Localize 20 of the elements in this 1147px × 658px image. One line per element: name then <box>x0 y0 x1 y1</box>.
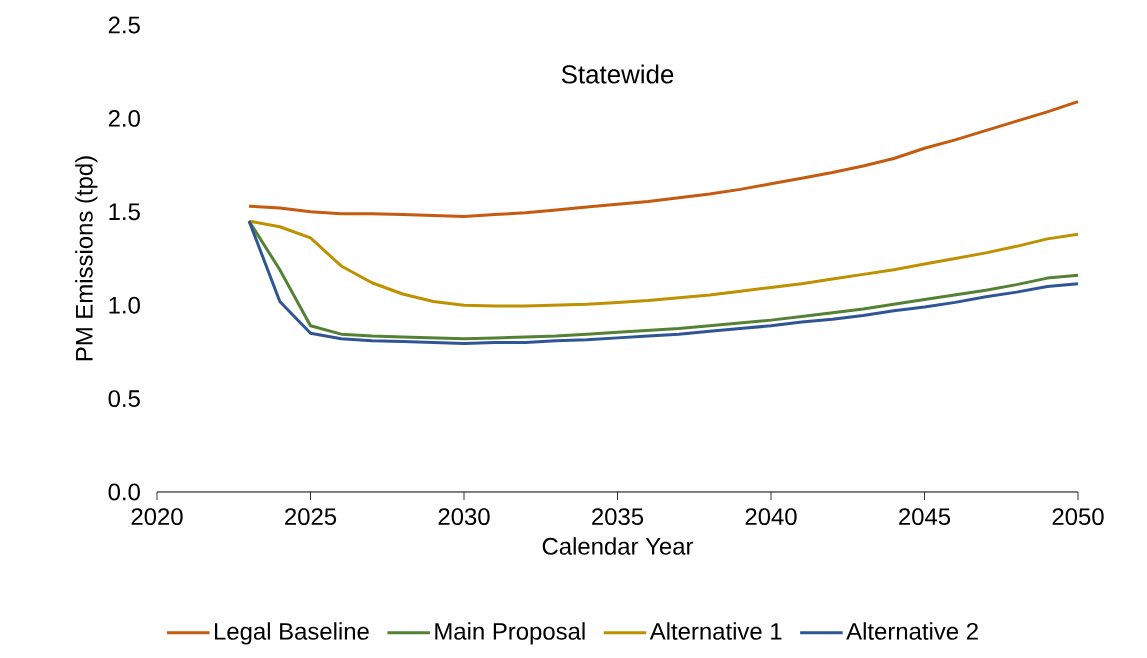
x-tick-label: 2050 <box>1052 508 1104 526</box>
y-tick-label: 0.5 <box>108 390 140 408</box>
y-tick-label: 0.0 <box>108 483 140 501</box>
x-tick-label: 2035 <box>592 508 644 526</box>
legend-label: Alternative 1 <box>649 622 782 640</box>
y-tick-label: 2.0 <box>108 109 140 127</box>
y-tick-label: 1.5 <box>109 203 140 221</box>
y-tick-label: 2.5 <box>108 16 140 34</box>
x-axis-title: Calendar Year <box>542 537 694 555</box>
y-axis-title: PM Emissions (tpd) <box>75 156 98 361</box>
legend-label: Main Proposal <box>435 622 585 645</box>
x-tick-label: 2045 <box>899 508 951 526</box>
x-tick-label: 2025 <box>285 508 337 526</box>
x-tick-label: 2020 <box>131 508 183 526</box>
x-tick-label: 2030 <box>438 508 490 526</box>
y-tick-label: 1.0 <box>109 296 140 314</box>
x-tick-label: 2040 <box>745 508 797 526</box>
text: Statewide <box>561 64 674 84</box>
legend-label: Legal Baseline <box>215 622 369 645</box>
legend-label: Alternative 2 <box>846 622 978 640</box>
